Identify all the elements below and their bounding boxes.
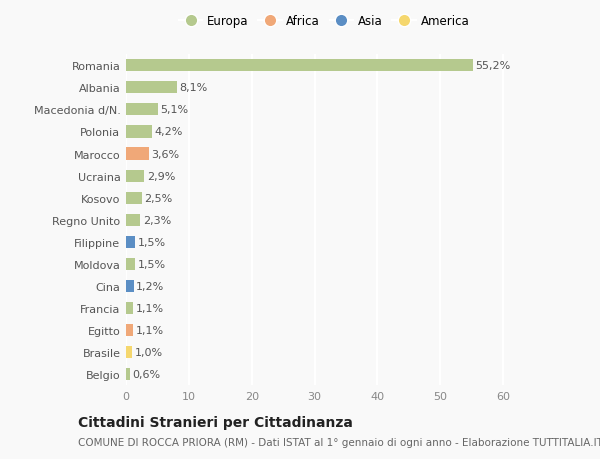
Text: 1,2%: 1,2% [136, 281, 164, 291]
Bar [126, 369, 130, 381]
Text: 2,9%: 2,9% [147, 171, 175, 181]
Text: 2,5%: 2,5% [144, 193, 172, 203]
Bar [126, 60, 473, 72]
Text: 5,1%: 5,1% [161, 105, 188, 115]
Text: 1,0%: 1,0% [135, 347, 163, 358]
Text: 8,1%: 8,1% [179, 83, 208, 93]
Text: Cittadini Stranieri per Cittadinanza: Cittadini Stranieri per Cittadinanza [78, 415, 353, 429]
Text: 1,5%: 1,5% [138, 237, 166, 247]
Text: 0,6%: 0,6% [132, 369, 160, 380]
Text: COMUNE DI ROCCA PRIORA (RM) - Dati ISTAT al 1° gennaio di ogni anno - Elaborazio: COMUNE DI ROCCA PRIORA (RM) - Dati ISTAT… [78, 437, 600, 447]
Bar [126, 302, 133, 314]
Text: 4,2%: 4,2% [155, 127, 183, 137]
Bar [126, 170, 144, 182]
Text: 2,3%: 2,3% [143, 215, 171, 225]
Bar [126, 214, 140, 226]
Legend: Europa, Africa, Asia, America: Europa, Africa, Asia, America [179, 15, 469, 28]
Bar [126, 236, 136, 248]
Bar [126, 347, 132, 358]
Text: 1,1%: 1,1% [136, 303, 164, 313]
Bar [126, 148, 149, 160]
Bar [126, 280, 134, 292]
Bar [126, 104, 158, 116]
Bar [126, 192, 142, 204]
Text: 1,5%: 1,5% [138, 259, 166, 269]
Text: 55,2%: 55,2% [475, 61, 511, 71]
Bar [126, 325, 133, 336]
Bar [126, 82, 177, 94]
Text: 1,1%: 1,1% [136, 325, 164, 336]
Text: 3,6%: 3,6% [151, 149, 179, 159]
Bar [126, 126, 152, 138]
Bar [126, 258, 136, 270]
